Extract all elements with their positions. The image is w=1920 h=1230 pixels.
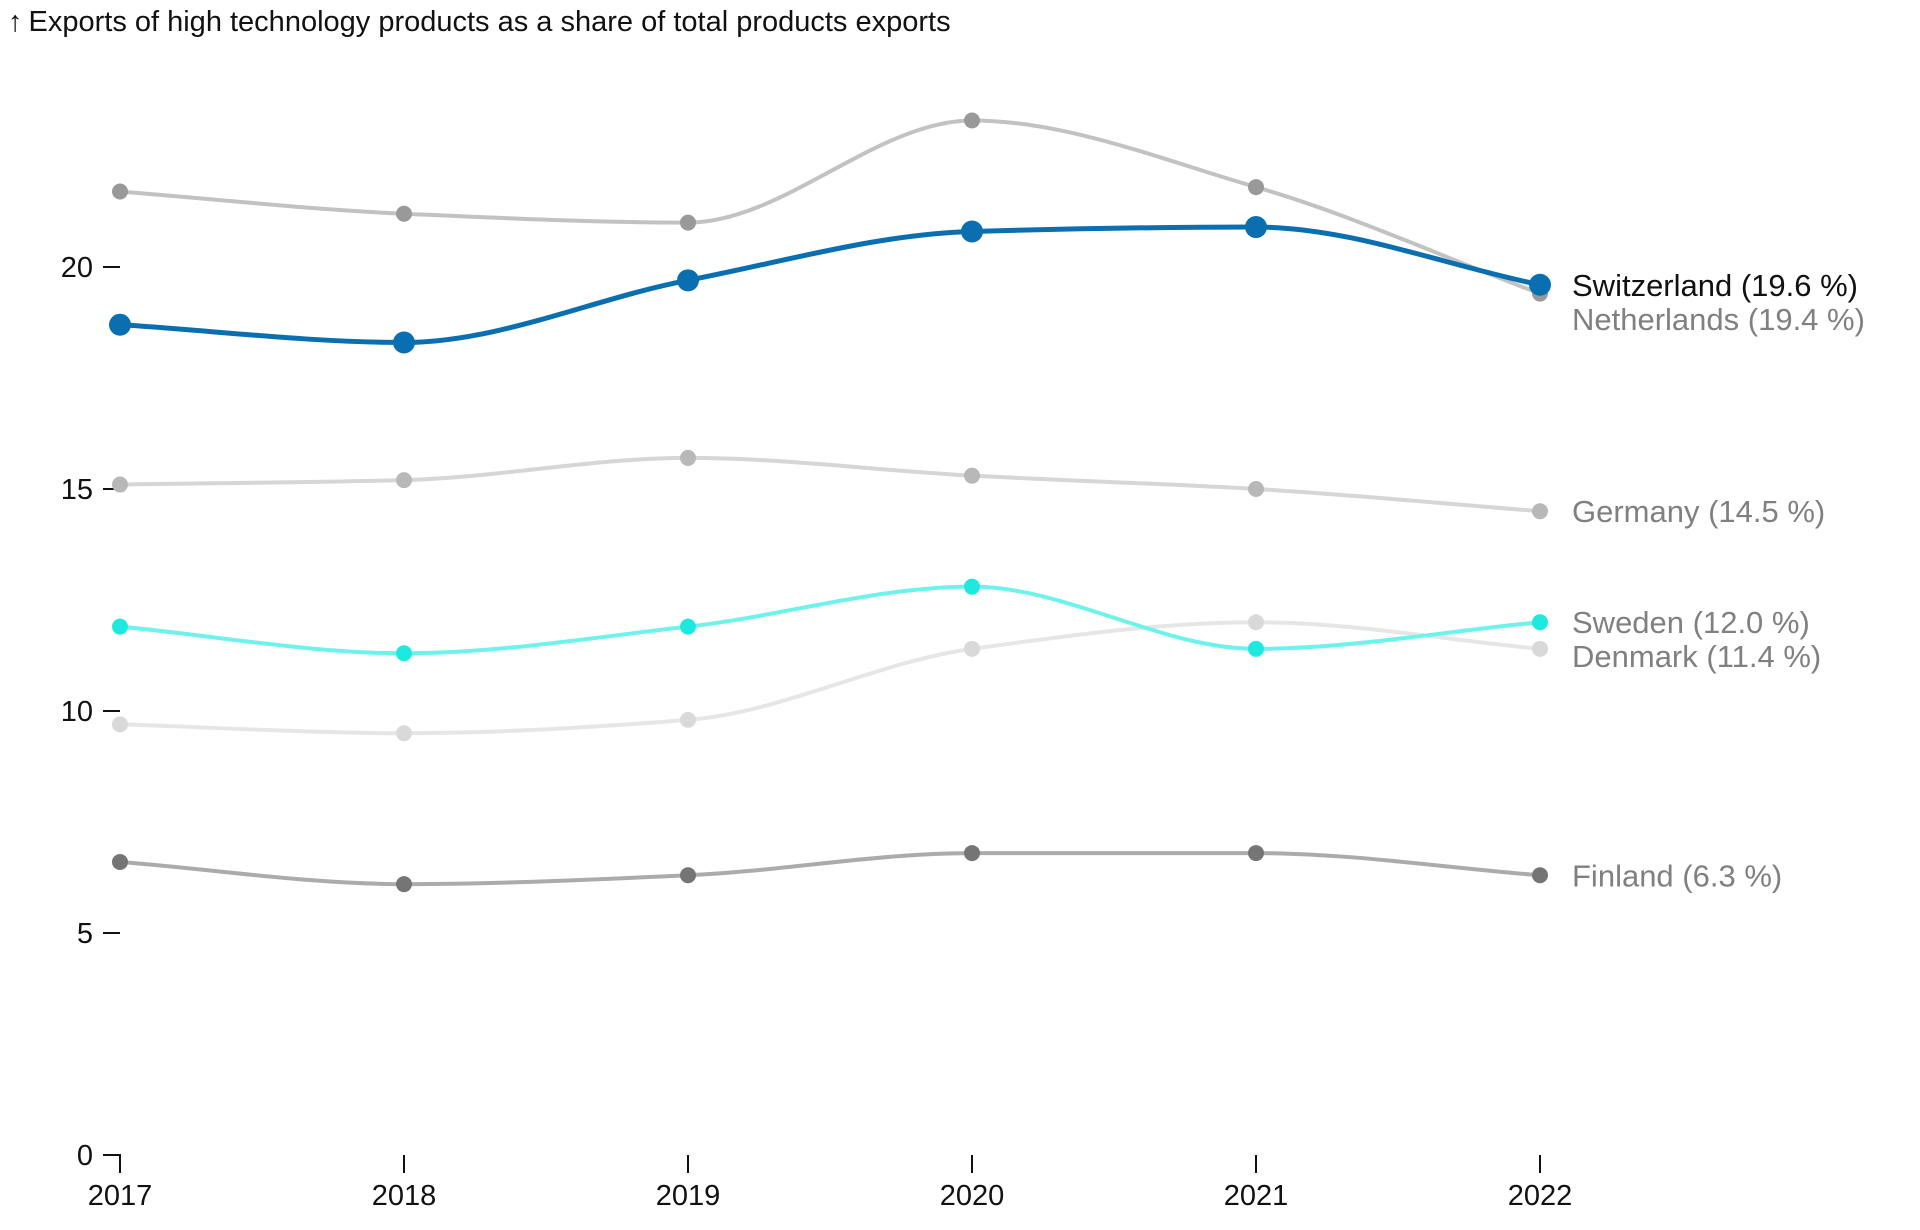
y-tick-label: 15 — [61, 474, 93, 506]
data-point-netherlands — [964, 112, 980, 129]
data-point-switzerland — [109, 313, 131, 336]
data-point-germany — [1532, 503, 1548, 520]
series-line-sweden — [118, 584, 1542, 656]
y-tick-label: 0 — [77, 1140, 93, 1172]
x-tick-label: 2018 — [372, 1180, 437, 1212]
series-line-finland — [118, 851, 1542, 887]
data-point-finland — [112, 853, 128, 870]
end-label-switzerland: Switzerland (19.6 %) — [1572, 268, 1858, 303]
end-label-germany: Germany (14.5 %) — [1572, 494, 1825, 529]
data-point-germany — [1248, 481, 1264, 497]
data-point-finland — [680, 867, 696, 884]
series-points — [109, 112, 1551, 893]
data-point-finland — [1532, 867, 1548, 884]
x-tick-label: 2022 — [1508, 1180, 1573, 1212]
data-point-finland — [396, 876, 412, 893]
data-point-switzerland — [393, 331, 415, 354]
end-label-denmark: Denmark (11.4 %) — [1572, 639, 1821, 674]
series-lines — [117, 118, 1543, 887]
data-point-netherlands — [1248, 179, 1264, 196]
data-point-netherlands — [396, 205, 412, 222]
series-line-germany — [118, 455, 1542, 514]
data-point-sweden — [112, 618, 128, 635]
data-point-sweden — [964, 578, 980, 595]
data-point-netherlands — [680, 214, 696, 231]
x-tick-label: 2017 — [88, 1180, 153, 1212]
data-point-netherlands — [112, 183, 128, 200]
x-tick-label: 2019 — [656, 1180, 721, 1212]
series-line-switzerland — [117, 224, 1543, 345]
data-point-sweden — [1532, 614, 1548, 631]
series-end-labels: Switzerland (19.6 %)Netherlands (19.4 %)… — [1572, 268, 1865, 894]
y-tick-label: 5 — [77, 918, 93, 950]
y-tick-label: 10 — [61, 696, 93, 728]
data-point-sweden — [396, 645, 412, 662]
series-line-denmark — [118, 620, 1542, 736]
data-point-finland — [1248, 845, 1264, 862]
data-point-germany — [680, 449, 696, 466]
data-point-denmark — [112, 716, 128, 733]
end-label-sweden: Sweden (12.0 %) — [1572, 605, 1810, 640]
data-point-switzerland — [961, 220, 983, 243]
data-point-germany — [964, 467, 980, 484]
chart-title-text: Exports of high technology products as a… — [28, 6, 951, 38]
chart-title: ↑ Exports of high technology products as … — [8, 6, 951, 39]
series-line-netherlands — [118, 118, 1542, 296]
data-point-sweden — [1248, 640, 1264, 657]
data-point-sweden — [680, 618, 696, 635]
x-tick-label: 2021 — [1224, 1180, 1289, 1212]
up-arrow-icon: ↑ — [8, 6, 23, 38]
data-point-germany — [112, 476, 128, 493]
data-point-denmark — [1532, 640, 1548, 657]
data-point-switzerland — [1529, 273, 1551, 296]
data-point-finland — [964, 845, 980, 862]
data-point-denmark — [680, 711, 696, 728]
end-label-netherlands: Netherlands (19.4 %) — [1572, 302, 1865, 337]
data-point-denmark — [1248, 614, 1264, 631]
x-tick-label: 2020 — [940, 1180, 1005, 1212]
y-tick-label: 20 — [61, 252, 93, 284]
data-point-switzerland — [1245, 216, 1267, 239]
data-point-denmark — [964, 640, 980, 657]
end-label-finland: Finland (6.3 %) — [1572, 858, 1782, 893]
data-point-switzerland — [677, 269, 699, 292]
x-axis: 2017 2018 2019 2020 2021 2022 — [88, 1154, 1573, 1212]
data-point-germany — [396, 472, 412, 489]
data-point-denmark — [396, 725, 412, 742]
y-axis: 0 5 10 15 20 — [61, 252, 120, 1172]
